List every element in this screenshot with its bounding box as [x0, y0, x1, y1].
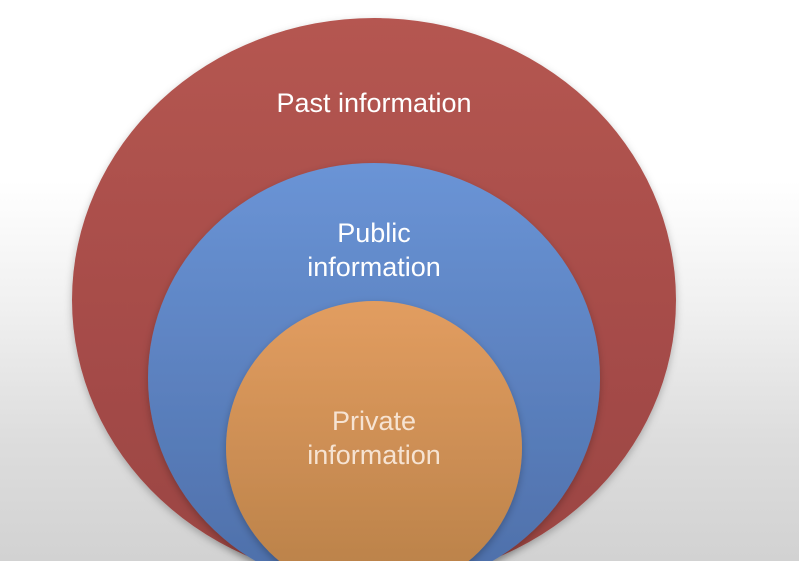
past-information-label-line-1: Past information: [276, 88, 472, 118]
private-information-label: Private information: [224, 404, 524, 472]
private-information-label-line-2: information: [307, 440, 441, 470]
public-information-label-line-2: information: [307, 252, 441, 282]
public-information-label-line-1: Public: [337, 218, 411, 248]
private-information-circle: [226, 301, 522, 561]
past-information-label: Past information: [224, 86, 524, 120]
public-information-label: Public information: [224, 216, 524, 284]
private-information-label-line-1: Private: [331, 406, 417, 436]
